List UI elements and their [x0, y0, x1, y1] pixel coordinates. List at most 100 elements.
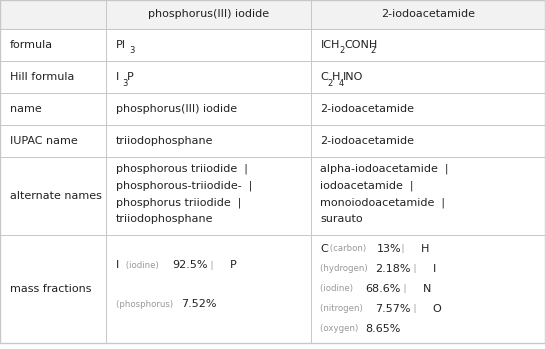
Bar [106, 157, 311, 235]
Text: Hill formula: Hill formula [10, 72, 74, 82]
Text: 13%: 13% [377, 244, 402, 254]
Bar [0, 93, 106, 125]
Text: PI: PI [116, 40, 126, 50]
Text: 92.5%: 92.5% [172, 260, 208, 270]
Bar [0, 157, 106, 235]
Bar [311, 235, 545, 343]
Bar [0, 157, 106, 235]
Bar [0, 0, 106, 29]
Bar [0, 61, 106, 93]
Bar [311, 157, 545, 235]
Bar [311, 29, 545, 61]
Bar [106, 29, 311, 61]
Text: (oxygen): (oxygen) [320, 324, 361, 333]
Bar [0, 125, 106, 157]
Bar [106, 61, 311, 93]
Text: 7.52%: 7.52% [181, 299, 216, 309]
Text: |: | [408, 304, 422, 313]
Text: O: O [433, 304, 441, 314]
Text: 68.6%: 68.6% [365, 284, 401, 294]
Bar [106, 29, 311, 61]
Text: C: C [320, 244, 328, 254]
Text: surauto: surauto [320, 214, 363, 224]
Bar [311, 93, 545, 125]
Text: N: N [422, 284, 431, 294]
Text: 2: 2 [327, 79, 332, 88]
Text: formula: formula [10, 40, 53, 50]
Text: |: | [396, 244, 410, 253]
Text: phosphorus(III) iodide: phosphorus(III) iodide [148, 9, 269, 19]
Text: 8.65%: 8.65% [365, 324, 401, 334]
Bar [106, 125, 311, 157]
Bar [0, 125, 106, 157]
Text: name: name [10, 104, 41, 114]
Text: 7.57%: 7.57% [376, 304, 411, 314]
Text: (hydrogen): (hydrogen) [320, 264, 371, 273]
Bar [106, 93, 311, 125]
Text: CONH: CONH [344, 40, 378, 50]
Text: mass fractions: mass fractions [10, 284, 92, 294]
Bar [106, 93, 311, 125]
Text: |: | [205, 261, 219, 270]
Bar [0, 29, 106, 61]
Text: I: I [116, 260, 119, 270]
Text: H: H [421, 244, 429, 254]
Bar [0, 93, 106, 125]
Text: 3: 3 [123, 79, 128, 88]
Text: IUPAC name: IUPAC name [10, 136, 77, 146]
Bar [106, 235, 311, 343]
Bar [106, 235, 311, 343]
Text: |: | [398, 284, 411, 293]
Text: phosphorus(III) iodide: phosphorus(III) iodide [116, 104, 237, 114]
Text: phosphorous triiodide  |: phosphorous triiodide | [116, 164, 248, 174]
Text: iodoacetamide  |: iodoacetamide | [320, 180, 414, 191]
Bar [0, 235, 106, 343]
Text: 2-iodoacetamide: 2-iodoacetamide [320, 104, 414, 114]
Text: (iodine): (iodine) [320, 284, 356, 293]
Text: alpha-iodoacetamide  |: alpha-iodoacetamide | [320, 164, 449, 174]
Text: (carbon): (carbon) [327, 244, 369, 253]
Text: INO: INO [343, 72, 364, 82]
Bar [106, 0, 311, 29]
Text: ICH: ICH [320, 40, 340, 50]
Text: phosphorous-triiodide-  |: phosphorous-triiodide- | [116, 180, 252, 191]
Bar [311, 157, 545, 235]
Text: alternate names: alternate names [10, 191, 102, 201]
Text: 2-iodoacetamide: 2-iodoacetamide [320, 136, 414, 146]
Bar [0, 61, 106, 93]
Text: triiodophosphane: triiodophosphane [116, 136, 214, 146]
Bar [311, 0, 545, 29]
Text: P: P [128, 72, 134, 82]
Text: 3: 3 [129, 46, 135, 55]
Text: triiodophosphane: triiodophosphane [116, 214, 214, 224]
Text: 2.18%: 2.18% [376, 263, 411, 274]
Text: C: C [320, 72, 328, 82]
Text: (nitrogen): (nitrogen) [320, 304, 366, 313]
Bar [106, 61, 311, 93]
Bar [311, 61, 545, 93]
Text: (iodine): (iodine) [123, 261, 161, 270]
Text: |: | [408, 264, 422, 273]
Text: H: H [332, 72, 340, 82]
Text: P: P [229, 260, 237, 270]
Bar [311, 125, 545, 157]
Bar [311, 0, 545, 29]
Text: I: I [433, 263, 436, 274]
Bar [0, 0, 106, 29]
Text: I: I [116, 72, 119, 82]
Text: phosphorus triiodide  |: phosphorus triiodide | [116, 197, 241, 208]
Text: 2: 2 [340, 46, 345, 55]
Bar [311, 61, 545, 93]
Bar [106, 125, 311, 157]
Bar [311, 29, 545, 61]
Text: 2-iodoacetamide: 2-iodoacetamide [381, 9, 475, 19]
Bar [106, 157, 311, 235]
Text: 4: 4 [338, 79, 343, 88]
Bar [311, 235, 545, 343]
Bar [311, 125, 545, 157]
Text: 2: 2 [371, 46, 376, 55]
Text: (phosphorus): (phosphorus) [116, 299, 176, 309]
Text: monoiodoacetamide  |: monoiodoacetamide | [320, 197, 445, 208]
Bar [0, 235, 106, 343]
Bar [106, 0, 311, 29]
